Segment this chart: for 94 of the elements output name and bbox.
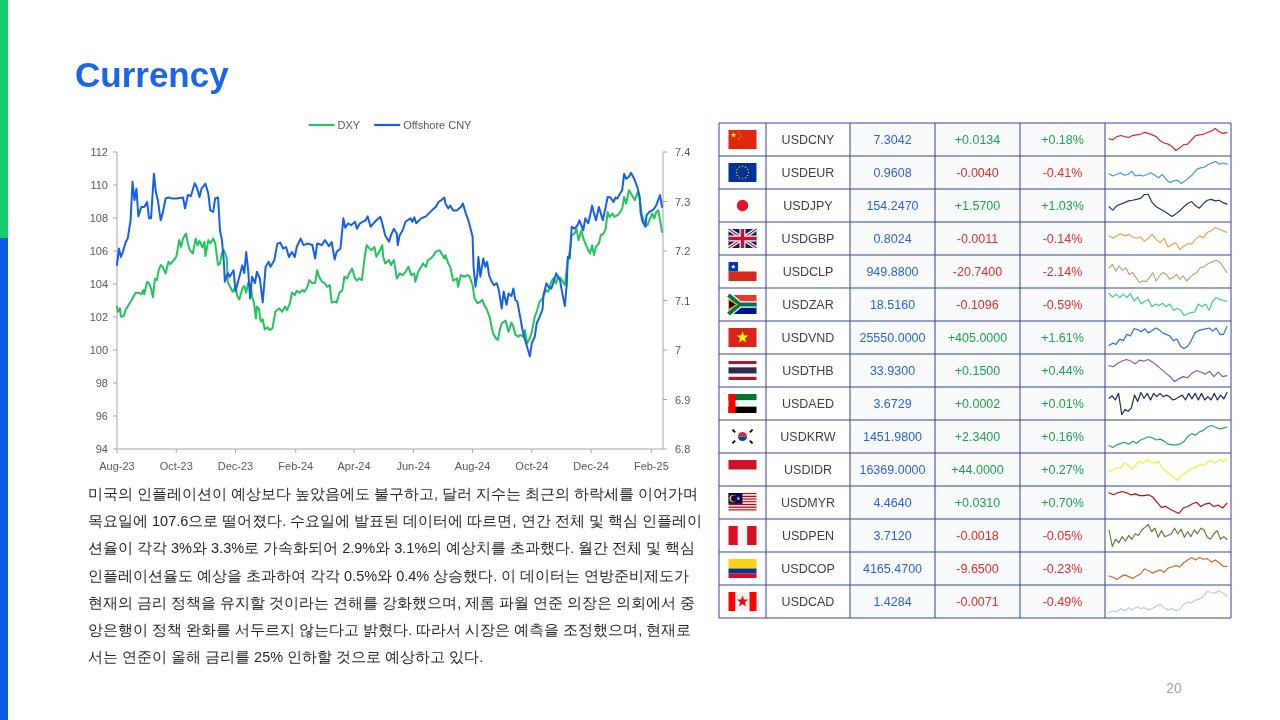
data-label: 1.4284 (872, 594, 912, 609)
y-tick-label: USDZAR (781, 297, 834, 312)
chart-title: Currency (75, 55, 230, 94)
data-label: -0.05% (1042, 528, 1082, 543)
y-tick-label: 112 (90, 146, 108, 158)
data-label: 3.7120 (872, 528, 912, 543)
data-label: 154.2470 (865, 198, 919, 213)
y-tick-label: USDCLP (782, 264, 833, 279)
y-tick-label: USDPEN (781, 528, 834, 543)
data-label: -9.6500 (955, 561, 999, 576)
y-tick-label: 100 (89, 344, 108, 356)
text: 20 (1166, 680, 1182, 696)
data-label: +44.0000 (950, 462, 1004, 477)
line-series (116, 189, 664, 345)
legend-label: DXY (337, 119, 361, 131)
data-label: +0.70% (1040, 495, 1084, 510)
y2-tick-label: 6.8 (675, 443, 691, 455)
y-tick-label: USDVND (781, 330, 834, 345)
legend-label: Offshore CNY (403, 119, 473, 131)
data-label: 18.5160 (869, 297, 915, 312)
data-label: 4165.4700 (862, 561, 922, 576)
data-label: +1.03% (1040, 198, 1084, 213)
data-label: +0.27% (1040, 462, 1084, 477)
y-tick-label: 108 (89, 212, 108, 224)
data-label: 949.8800 (865, 264, 919, 279)
data-label: +0.01% (1040, 396, 1084, 411)
data-label: 33.9300 (869, 363, 915, 378)
data-label: +0.1500 (954, 363, 1000, 378)
x-tick-label: Feb-25 (633, 460, 669, 472)
y-tick-label: 98 (95, 377, 108, 389)
x-tick-label: Aug-24 (454, 460, 491, 472)
y2-tick-label: 7 (675, 344, 682, 356)
data-label: -0.49% (1042, 594, 1082, 609)
line-series (116, 171, 664, 358)
y-tick-label: USDJPY (782, 198, 833, 213)
data-label: -0.0011 (956, 231, 998, 246)
data-label: -0.59% (1042, 297, 1082, 312)
data-label: -20.7400 (952, 264, 1002, 279)
data-label: +0.16% (1040, 429, 1084, 444)
y2-tick-label: 7.4 (675, 146, 691, 158)
data-label: 16369.0000 (858, 462, 926, 477)
y-tick-label: USDAED (781, 396, 834, 411)
data-label: 1451.9800 (862, 429, 922, 444)
y2-tick-label: 6.9 (675, 393, 691, 406)
data-label: 3.6729 (872, 396, 912, 411)
y-tick-label: USDMYR (780, 495, 835, 510)
data-label: -0.1096 (955, 297, 999, 312)
data-label: +0.18% (1040, 132, 1084, 147)
data-label: +0.0310 (954, 495, 1000, 510)
data-label: +0.0002 (954, 396, 1000, 411)
x-tick-label: Oct-23 (159, 460, 193, 472)
data-label: 25550.0000 (858, 330, 926, 345)
y-tick-label: 104 (89, 278, 108, 290)
data-label: +2.3400 (954, 429, 1000, 444)
x-tick-label: Dec-24 (573, 460, 609, 472)
y-tick-label: 102 (89, 311, 108, 323)
y-tick-label: 96 (95, 410, 108, 422)
y-tick-label: USDCOP (780, 561, 835, 576)
y-tick-label: 94 (95, 443, 108, 455)
data-label: +0.0134 (954, 132, 1000, 147)
y-tick-label: 106 (89, 245, 108, 257)
y-tick-label: 110 (90, 179, 108, 191)
y-tick-label: USDCAD (781, 594, 834, 609)
y-tick-label: USDGBP (781, 231, 834, 246)
x-tick-label: Aug-23 (99, 460, 135, 472)
data-label: -0.0040 (955, 165, 999, 180)
data-label: +1.61% (1040, 330, 1084, 345)
y-tick-label: USDTHB (781, 363, 834, 378)
data-label: 7.3042 (872, 132, 912, 147)
x-tick-label: Apr-24 (337, 460, 371, 472)
data-label: +405.0000 (947, 330, 1007, 345)
data-label: 0.9608 (872, 165, 912, 180)
data-label: -0.0071 (955, 594, 999, 609)
data-label: +1.5700 (954, 198, 1000, 213)
data-label: -0.23% (1042, 561, 1082, 576)
data-label: -2.14% (1042, 264, 1082, 279)
data-label: -0.41% (1042, 165, 1082, 180)
y-tick-label: USDIDR (783, 462, 832, 477)
x-tick-label: Dec-23 (217, 460, 254, 472)
y2-tick-label: 7.1 (675, 294, 691, 307)
x-tick-label: Oct-24 (515, 460, 549, 472)
data-label: -0.14% (1042, 231, 1082, 246)
data-label: +0.44% (1040, 363, 1084, 378)
x-tick-label: Jun-24 (396, 460, 431, 472)
data-label: 4.4640 (872, 495, 912, 510)
y-tick-label: USDCNY (781, 132, 835, 147)
x-tick-label: Feb-24 (278, 460, 314, 472)
data-label: 0.8024 (872, 231, 912, 246)
y2-tick-label: 7.2 (675, 245, 691, 257)
y-tick-label: USDKRW (779, 429, 836, 444)
text: 미국의 인플레이션이 예상보다 높았음에도 불구하고, 달러 지수는 최근의 하락세를 이어가며 목요일에 107.6으로 떨어졌다. 수요일에 발표된 데이터에 따르면, 연간 전체 및 핵심 인플레이션율이 각각 3%와 3.3%로 가속화되어 2.9%와 3.1%의 예상치를 초과했다. 월간 전체 및 핵심 인플레이션율도 예상을 초과하여 각각 0.5%와 0.4% 상승했다. 이 데이터는 연방준비제도가 현재의 금리 정책을 유지할 것이라는 견해를 강화했으며, 제롬 파월 연준 의장은 의회에서 중앙은행이 정책 완화를 서두르지 않는다고 밝혔다. 따라서 시장은 예측을 조정했으며, 현재로서는 연준이 올해 금리를 25% 인하할 것으로 예상하고 있다. (88, 485, 703, 668)
data-label: -0.0018 (955, 528, 999, 543)
y2-tick-label: 7.3 (675, 195, 691, 208)
y-tick-label: USDEUR (781, 165, 834, 180)
